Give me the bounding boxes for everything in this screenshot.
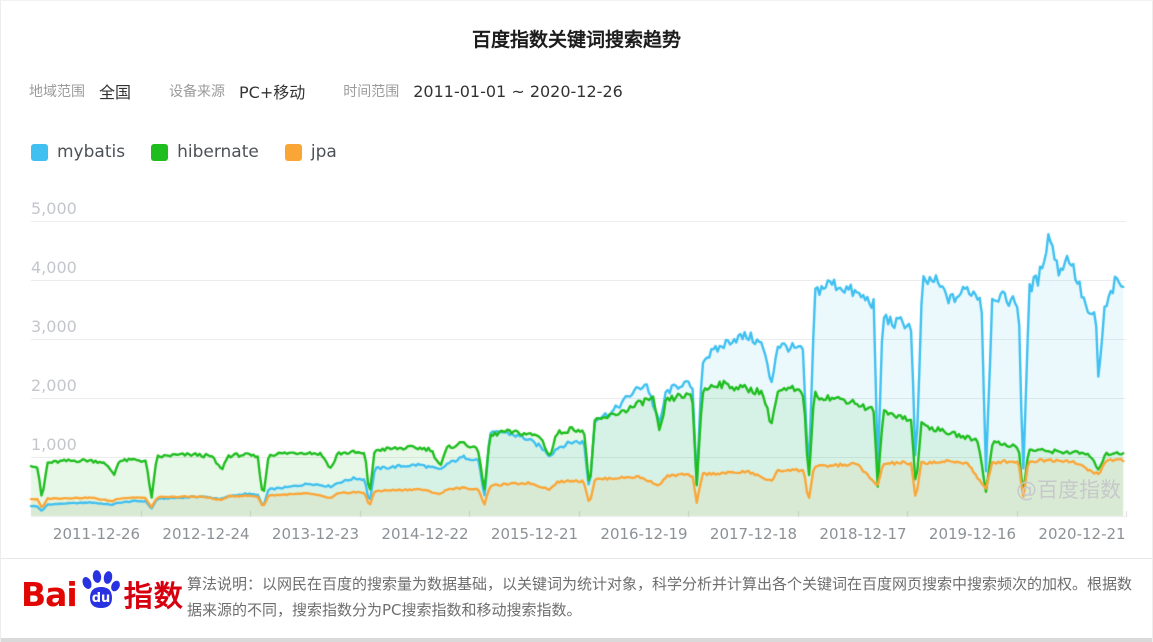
legend-item-jpa[interactable]: jpa	[284, 142, 337, 162]
page-title: 百度指数关键词搜索趋势	[471, 29, 681, 51]
y-axis-label-4000: 4,000	[31, 258, 77, 277]
y-axis-label-5000: 5,000	[31, 199, 77, 218]
x-axis-labels: 2011-12-26 2012-12-24 2013-12-23 2014-12-22…	[1, 525, 1152, 545]
region-filter-value: 全国	[99, 83, 132, 102]
legend-item-mybatis[interactable]: mybatis	[31, 142, 125, 162]
filter-bar: 地域范围 全国 设备来源 PC+移动 时间范围 2011-01-01 ~ 202…	[29, 79, 623, 103]
region-filter-label: 地域范围	[29, 84, 85, 100]
legend-swatch-mybatis	[31, 143, 48, 161]
x-axis-label-2015-12-21: 2015-12-21	[490, 525, 579, 543]
x-axis-label-2019-12-16: 2019-12-16	[928, 525, 1017, 543]
algorithm-description: 算法说明：以网民在百度的搜索量为数据基础，以关键词为统计对象，科学分析并计算出各…	[187, 575, 1133, 619]
chart-legend: mybatis hibernate jpa	[31, 142, 337, 162]
time-range-value: 2011-01-01 ~ 2020-12-26	[413, 81, 623, 101]
device-filter-label: 设备来源	[169, 84, 226, 100]
x-axis-label-2020-12-21: 2020-12-21	[1038, 525, 1126, 543]
legend-swatch-jpa	[284, 143, 302, 161]
x-axis-label-2016-12-19: 2016-12-19	[600, 525, 688, 543]
legend-swatch-hibernate	[151, 143, 169, 161]
baidu-index-logo: Bai du 指数	[21, 570, 184, 618]
x-axis-label-2017-12-18: 2017-12-18	[709, 525, 798, 543]
x-axis-label-2014-12-22: 2014-12-22	[381, 525, 469, 543]
legend-item-hibernate[interactable]: hibernate	[151, 142, 259, 162]
watermark: @百度指数	[1016, 478, 1121, 502]
svg-text:du: du	[91, 591, 110, 606]
x-axis-label-2012-12-24: 2012-12-24	[162, 525, 250, 543]
legend-label: jpa	[310, 142, 337, 162]
footer: Bai du 指数 算法说明：以网民在百度的搜索量为数据基础，以关键词为统计对象…	[1, 558, 1152, 638]
x-axis-label-2013-12-23: 2013-12-23	[271, 525, 360, 543]
trend-chart: @百度指数 1,000 2,000 3,000 4,000 5,000	[1, 191, 1152, 531]
legend-label: mybatis	[57, 142, 126, 162]
y-axis-label-2000: 2,000	[31, 376, 77, 395]
x-axis-label-2011-12-26: 2011-12-26	[52, 525, 141, 543]
logo-text-zhishu: 指数	[123, 579, 184, 613]
device-filter-value: PC+移动	[239, 83, 306, 102]
y-axis-label-1000: 1,000	[31, 435, 77, 454]
logo-text-bai: Bai	[21, 574, 78, 614]
time-range-label: 时间范围	[343, 84, 400, 100]
bottom-divider	[1, 638, 1152, 642]
x-axis-label-2018-12-17: 2018-12-17	[819, 525, 907, 543]
y-axis-label-3000: 3,000	[31, 317, 77, 336]
baidu-paw-icon: du	[78, 568, 122, 616]
trend-chart-canvas[interactable]	[1, 191, 1152, 531]
legend-label: hibernate	[177, 142, 259, 162]
